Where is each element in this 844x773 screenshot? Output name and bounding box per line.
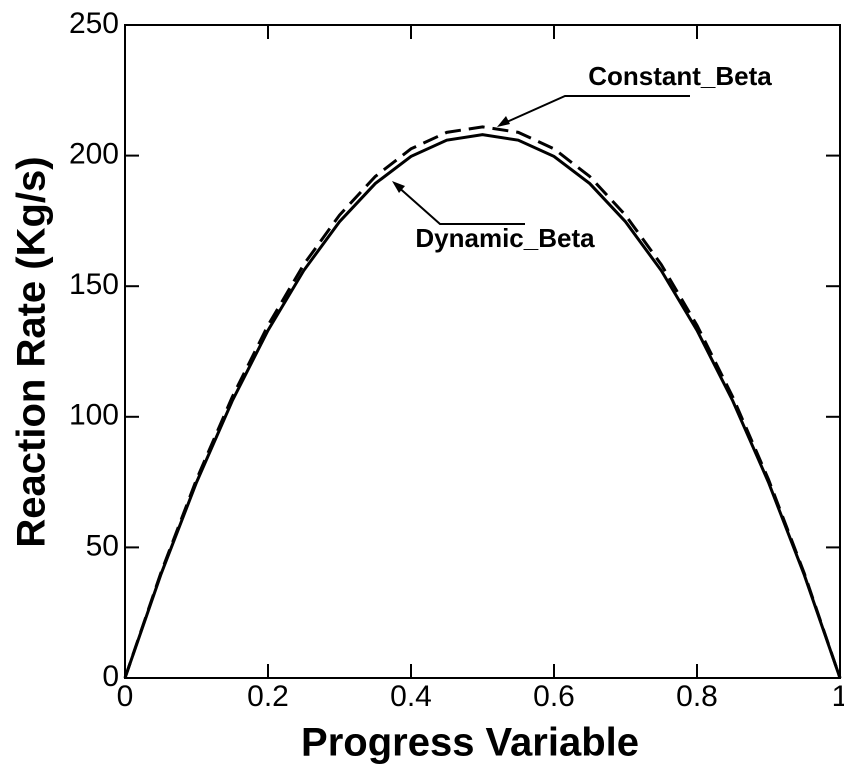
x-tick-label: 0 (117, 680, 134, 713)
annotation-label: Dynamic_Beta (415, 223, 595, 253)
plot-frame (124, 24, 841, 679)
x-tick-label: 1 (832, 680, 844, 713)
annotations: Constant_Beta Dynamic_Beta (392, 61, 772, 253)
y-axis-title: Reaction Rate (Kg/s) (10, 156, 54, 547)
x-tick-label: 0.6 (533, 680, 575, 713)
series-line (123, 133, 842, 679)
annotation-arrow (499, 95, 690, 126)
x-axis-title: Progress Variable (301, 721, 639, 765)
y-tick-label: 250 (69, 7, 119, 40)
arrow-head (392, 181, 405, 193)
series-line (123, 125, 842, 679)
y-tick-label: 200 (69, 138, 119, 171)
x-tick-label: 0.2 (247, 680, 289, 713)
arrow-head (497, 116, 510, 127)
y-tick-label: 100 (69, 399, 119, 432)
y-tick-label: 0 (102, 660, 119, 693)
x-tick-label: 0.8 (676, 680, 718, 713)
x-tick-label: 0.4 (390, 680, 432, 713)
y-tick-label: 150 (69, 268, 119, 301)
annotation-arrow (395, 184, 525, 225)
y-tick-label: 50 (86, 529, 119, 562)
annotation-label: Constant_Beta (588, 61, 772, 91)
